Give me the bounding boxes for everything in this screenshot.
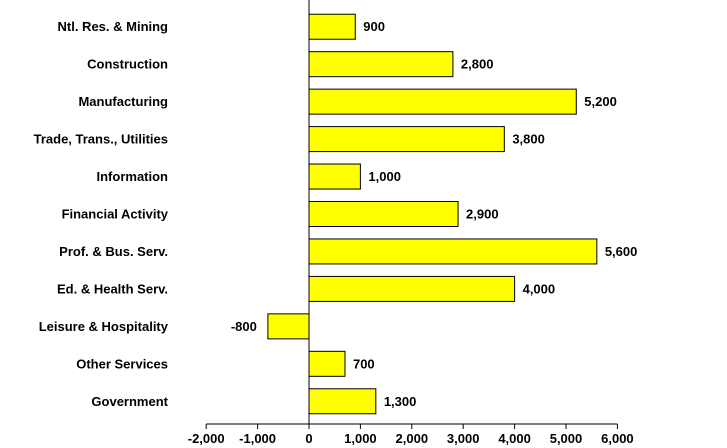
- bar: [308, 388, 377, 415]
- x-tick-label: 2,000: [396, 431, 429, 446]
- x-tick-label: 6,000: [601, 431, 634, 446]
- category-label: Manufacturing: [78, 94, 168, 109]
- category-label: Government: [91, 394, 168, 409]
- bar: [267, 313, 310, 340]
- bar: [308, 88, 577, 115]
- data-label: 700: [353, 356, 375, 371]
- category-label: Construction: [87, 57, 168, 72]
- category-label: Trade, Trans., Utilities: [34, 132, 168, 147]
- bar: [308, 238, 598, 265]
- bars-group: [267, 13, 598, 415]
- bar: [308, 201, 459, 227]
- data-label: 2,900: [466, 207, 499, 222]
- bar: [308, 350, 346, 377]
- bar: [308, 275, 516, 302]
- x-tick-label: 0: [305, 431, 312, 446]
- category-label: Information: [97, 169, 169, 184]
- category-label: Other Services: [76, 356, 168, 371]
- data-label: 3,800: [512, 132, 545, 147]
- data-label: 5,200: [584, 94, 617, 109]
- x-tick-label: -1,000: [239, 431, 276, 446]
- bar: [308, 13, 356, 40]
- x-tick-label: -2,000: [188, 431, 225, 446]
- data-label: 900: [363, 19, 385, 34]
- bar: [308, 126, 505, 153]
- bar: [308, 163, 361, 190]
- category-label: Ntl. Res. & Mining: [58, 19, 169, 34]
- x-tick-label: 1,000: [344, 431, 377, 446]
- data-label: 1,300: [384, 394, 417, 409]
- x-tick-label: 3,000: [447, 431, 480, 446]
- x-tick-label: 5,000: [550, 431, 583, 446]
- data-label: 2,800: [461, 57, 494, 72]
- category-label: Prof. & Bus. Serv.: [59, 244, 168, 259]
- category-label: Ed. & Health Serv.: [57, 281, 168, 296]
- labels-group: Ntl. Res. & Mining 900 Construction 2,800 Ma…: [34, 19, 638, 446]
- category-label: Financial Activity: [62, 207, 169, 222]
- data-label: -800: [231, 319, 257, 334]
- bar: [308, 51, 454, 78]
- data-label: 1,000: [368, 169, 401, 184]
- data-label: 4,000: [523, 281, 556, 296]
- axes-group: [205, 0, 618, 429]
- category-label: Leisure & Hospitality: [39, 319, 169, 334]
- x-tick-label: 4,000: [498, 431, 531, 446]
- data-label: 5,600: [605, 244, 638, 259]
